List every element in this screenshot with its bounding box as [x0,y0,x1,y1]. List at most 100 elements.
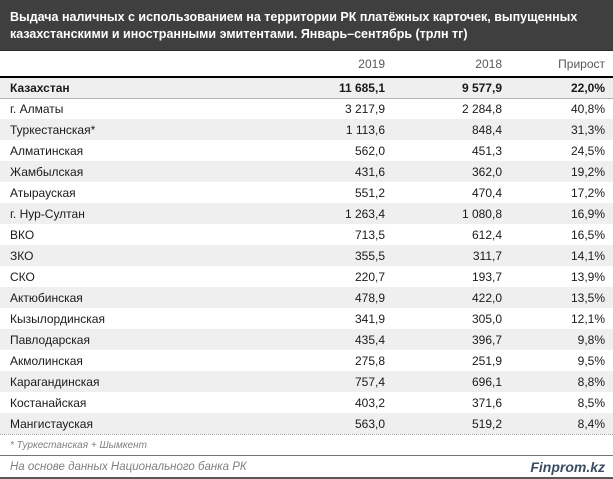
value-2018-cell: 9 577,9 [385,77,502,99]
table-row: Павлодарская 435,4 396,7 9,8% [0,329,613,350]
value-2018-cell: 696,1 [471,374,502,389]
table-header-row: 2019 2018 Прирост [0,51,613,78]
region-name-cell: Костанайская [10,395,87,410]
value-2019-cell: 431,6 [354,164,385,179]
growth-cell: 13,5% [570,290,605,305]
growth-cell: 31,3% [570,122,605,137]
value-2019-cell: 563,0 [354,416,385,431]
value-2018-cell: 451,3 [471,143,502,158]
value-2019-cell: 562,0 [354,143,385,158]
footer-bar: На основе данных Национального банка РК … [0,455,613,479]
value-2018-cell: 612,4 [471,227,502,242]
value-2018-cell: 422,0 [471,290,502,305]
value-2018-cell: 519,2 [471,416,502,431]
region-name-cell: г. Алматы [10,101,64,116]
table-row: Атырауская 551,2 470,4 17,2% [0,182,613,203]
table-row: Мангистауская 563,0 519,2 8,4% [0,413,613,434]
value-2019-cell: 1 263,4 [344,206,385,221]
value-2019-cell: 355,5 [354,248,385,263]
value-2019-cell: 275,8 [354,353,385,368]
title-bar: Выдача наличных с использованием на терр… [0,0,613,51]
growth-cell: 16,5% [570,227,605,242]
value-2018-cell: 193,7 [471,269,502,284]
value-2018-cell: 396,7 [471,332,502,347]
table-row: г. Нур-Султан 1 263,4 1 080,8 16,9% [0,203,613,224]
table-row: Актюбинская 478,9 422,0 13,5% [0,287,613,308]
region-name-cell: ЗКО [10,248,34,263]
table-row: СКО 220,7 193,7 13,9% [0,266,613,287]
region-name-cell: Туркестанская* [10,122,96,137]
column-header-2019: 2019 [295,51,385,78]
value-2019-cell: 435,4 [354,332,385,347]
region-name-cell: Атырауская [10,185,76,200]
region-name-cell: СКО [10,269,35,284]
column-header-2018: 2018 [385,51,502,78]
table-row: ЗКО 355,5 311,7 14,1% [0,245,613,266]
value-2018-cell: 470,4 [471,185,502,200]
value-2019-cell: 11 685,1 [295,77,385,99]
region-name-cell: Актюбинская [10,290,83,305]
region-name-cell: Мангистауская [10,416,93,431]
regions-table: 2019 2018 Прирост Казахстан 11 685,1 9 577… [0,51,613,434]
table-row: Туркестанская* 1 113,6 848,4 31,3% [0,119,613,140]
growth-cell: 8,5% [577,395,605,410]
value-2018-cell: 848,4 [471,122,502,137]
growth-cell: 19,2% [570,164,605,179]
table-row: Алматинская 562,0 451,3 24,5% [0,140,613,161]
value-2018-cell: 371,6 [471,395,502,410]
growth-cell: 14,1% [570,248,605,263]
growth-cell: 17,2% [570,185,605,200]
table-row: Костанайская 403,2 371,6 8,5% [0,392,613,413]
value-2018-cell: 1 080,8 [461,206,502,221]
value-2018-cell: 2 284,8 [461,101,502,116]
value-2018-cell: 311,7 [472,248,502,263]
growth-cell: 16,9% [570,206,605,221]
region-name-cell: Акмолинская [10,353,83,368]
value-2019-cell: 757,4 [354,374,385,389]
region-name-cell: Казахстан [0,77,295,99]
column-header-growth: Прирост [502,51,613,78]
region-name-cell: Павлодарская [10,332,90,347]
region-name-cell: ВКО [10,227,35,242]
value-2019-cell: 403,2 [354,395,385,410]
value-2018-cell: 305,0 [471,311,502,326]
table-row: г. Алматы 3 217,9 2 284,8 40,8% [0,98,613,119]
growth-cell: 12,1% [570,311,605,326]
table-row: Карагандинская 757,4 696,1 8,8% [0,371,613,392]
value-2019-cell: 3 217,9 [344,101,385,116]
column-header-region [0,51,295,78]
value-2019-cell: 1 113,6 [345,122,385,137]
value-2019-cell: 551,2 [354,185,385,200]
table-header: 2019 2018 Прирост [0,51,613,78]
table-row: Казахстан 11 685,1 9 577,9 22,0% [0,77,613,99]
page-title: Выдача наличных с использованием на терр… [10,10,578,41]
table-row: Жамбылская 431,6 362,0 19,2% [0,161,613,182]
data-source-label: На основе данных Национального банка РК [10,460,247,473]
growth-cell: 13,9% [570,269,605,284]
region-name-cell: Алматинская [10,143,84,158]
value-2019-cell: 341,9 [354,311,385,326]
table-body: Казахстан 11 685,1 9 577,9 22,0% г. Алматы 3 … [0,77,613,434]
growth-cell: 8,4% [577,416,605,431]
region-name-cell: Кызылординская [10,311,105,326]
region-name-cell: Жамбылская [10,164,84,179]
growth-cell: 24,5% [570,143,605,158]
table-row: ВКО 713,5 612,4 16,5% [0,224,613,245]
growth-cell: 8,8% [577,374,605,389]
footnote: * Туркестанская + Шымкент [0,434,613,455]
growth-cell: 22,0% [502,77,613,99]
growth-cell: 9,8% [577,332,605,347]
growth-cell: 40,8% [570,101,605,116]
value-2019-cell: 220,7 [354,269,385,284]
value-2019-cell: 478,9 [354,290,385,305]
table-row: Акмолинская 275,8 251,9 9,5% [0,350,613,371]
brand-logo-text: Finprom.kz [530,458,605,475]
value-2018-cell: 251,9 [471,353,502,368]
growth-cell: 9,5% [577,353,605,368]
value-2018-cell: 362,0 [471,164,502,179]
value-2019-cell: 713,5 [354,227,385,242]
table-row: Кызылординская 341,9 305,0 12,1% [0,308,613,329]
region-name-cell: г. Нур-Султан [10,206,85,221]
region-name-cell: Карагандинская [10,374,100,389]
